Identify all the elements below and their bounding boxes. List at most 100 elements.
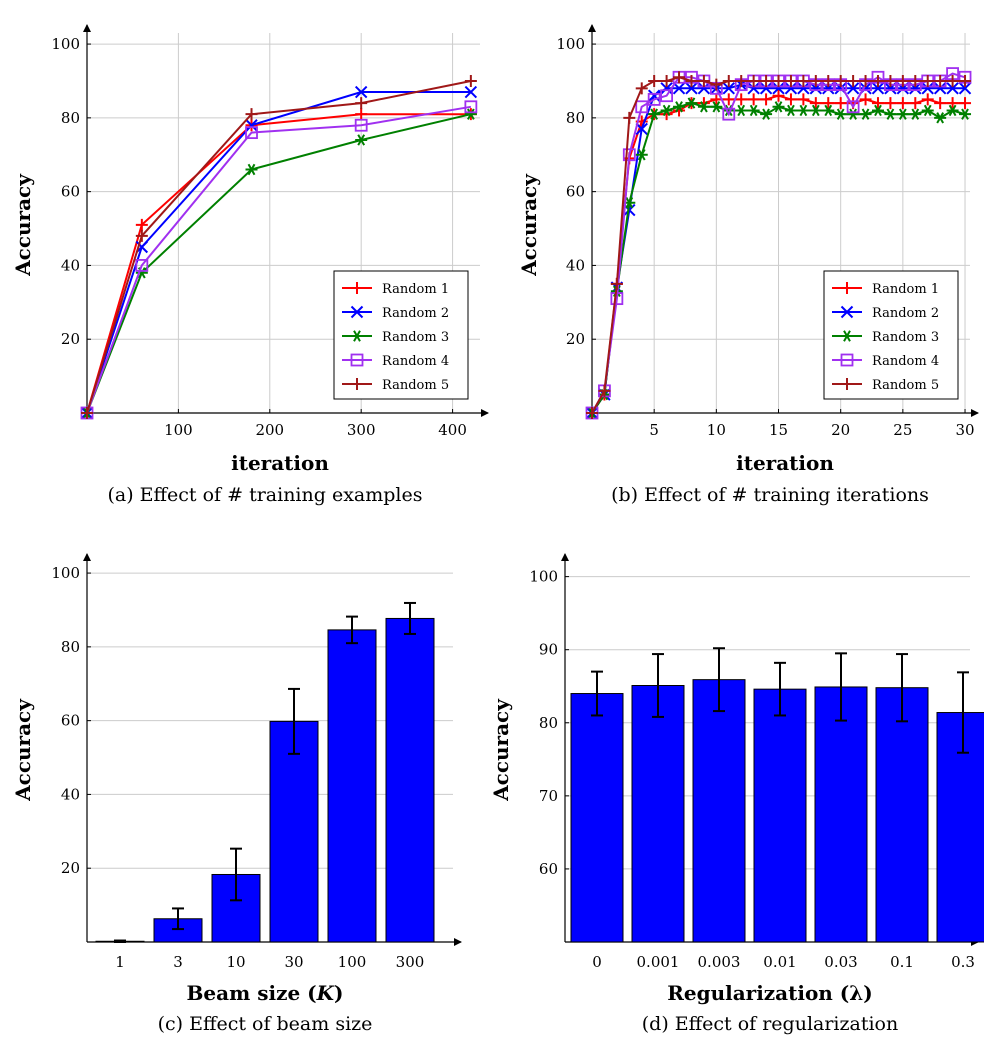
panel-b-series-3-point-27 — [921, 104, 934, 117]
panel-d-xtick-label-1: 0.001 — [637, 953, 680, 971]
panel-b-series-1-point-28 — [934, 97, 947, 110]
panel-b-series-5-point-0 — [586, 407, 598, 419]
panel-b-series-3-point-28 — [934, 112, 947, 124]
panel-a-series-5-point-2 — [245, 108, 258, 121]
panel-c-xtick-label-0: 1 — [115, 953, 125, 971]
ylabel-c: Accuracy — [11, 698, 35, 802]
panel-b-series-5-point-30 — [959, 74, 972, 87]
panel-d-bar-chart: 60 70 80 90 100 0 0.001 0.003 0.01 0.03 0.1 0.3 — [529, 553, 984, 971]
panel-b-series-5-point-15 — [772, 74, 785, 87]
panel-b-series-4-point-6 — [660, 89, 674, 103]
panel-b-series-3-point-19 — [822, 104, 835, 117]
panel-b-legend-marker-3 — [841, 330, 853, 342]
panel-b-series-2-point-30 — [958, 82, 972, 95]
panel-d-bar-1 — [631, 685, 685, 943]
panel-d-xtick-label-3: 0.01 — [763, 953, 796, 971]
panel-c-ytick-label-2: 60 — [61, 712, 80, 730]
panel-b-series-5-point-20 — [834, 74, 847, 87]
panel-d-ytick-label-2: 80 — [539, 714, 558, 732]
panel-b-line-chart: 5 10 15 20 25 30 20 40 60 80 100 Random 1 Random 2 Ra… — [556, 24, 979, 439]
panel-b-xtick-label-5: 30 — [955, 421, 974, 439]
panel-b-series-4-point-21 — [846, 100, 860, 114]
panel-b-series-3-point-20 — [834, 108, 847, 120]
panel-b-series-3-point-15 — [772, 101, 785, 113]
panel-b-series-3-point-12 — [735, 104, 748, 117]
panel-c-ytick-label-4: 100 — [51, 564, 80, 582]
panel-b-series-3-point-7 — [673, 101, 686, 113]
panel-b-xtick-label-3: 20 — [831, 421, 850, 439]
panel-b-series-2-point-14 — [759, 82, 773, 95]
caption-a: (a) Effect of # training examples — [107, 484, 422, 506]
panel-b-series-5-point-23 — [871, 74, 884, 87]
panel-b-series-2-point-13 — [747, 82, 760, 95]
panel-b-series-5-point-13 — [747, 74, 760, 87]
panel-b-series-5-point-27 — [921, 74, 934, 87]
panel-b-series-1-point-29 — [946, 97, 959, 110]
caption-b: (b) Effect of # training iterations — [611, 484, 929, 506]
panel-a-xtick-label-2: 300 — [347, 421, 376, 439]
panel-b-legend-marker-1 — [841, 282, 853, 294]
panel-a-series-4-line — [86, 105, 472, 414]
panel-a-legend-label-3: Random 3 — [382, 330, 449, 345]
xlabel-d-prefix: Regularization ( — [667, 981, 849, 1005]
panel-b-series-2-point-7 — [672, 82, 686, 95]
panel-b-series-1-point-22 — [859, 93, 872, 106]
panel-a-ytick-label-1: 40 — [61, 256, 80, 274]
panel-b-series-4-point-5 — [647, 93, 661, 106]
panel-b-series-2-point-17 — [797, 82, 810, 95]
panel-b-series-5-point-9 — [697, 74, 710, 87]
panel-b-series-3-point-18 — [809, 104, 822, 117]
panel-a-series-4-point-2 — [245, 126, 258, 140]
panel-a-xtick-label-1: 200 — [255, 421, 284, 439]
panel-b-series-1-point-16 — [784, 93, 797, 106]
panel-b-series-5-point-26 — [909, 74, 922, 87]
panel-a-series-2-point-2 — [245, 119, 258, 132]
panel-b-series-3-point-29 — [946, 104, 959, 117]
panel-a-series-1-point-3 — [355, 108, 368, 121]
panel-d-bar-3 — [753, 688, 807, 943]
panel-b-series-5-point-1 — [598, 384, 611, 397]
panel-a-legend-label-4: Random 4 — [382, 354, 449, 369]
panel-a-legend-label-2: Random 2 — [382, 306, 449, 321]
panel-a-legend-marker-5 — [351, 378, 363, 390]
panel-b-ytick-label-2: 60 — [566, 183, 585, 201]
xlabel-c-prefix: Beam size ( — [187, 981, 317, 1005]
panel-a-xtick-label-3: 400 — [438, 421, 467, 439]
panel-a-series-1-point-1 — [135, 218, 148, 231]
xlabel-c: Beam size (K) — [187, 981, 344, 1005]
panel-d-ytick-label-3: 90 — [539, 641, 558, 659]
panel-b-series-5-point-19 — [822, 74, 835, 87]
panel-c-ytick-label-0: 20 — [61, 859, 80, 877]
panel-a-legend-label-1: Random 1 — [382, 282, 449, 297]
panel-b-series-5-point-29 — [946, 74, 959, 87]
panel-b-series-1-point-12 — [735, 93, 748, 106]
panel-b-series-1-point-14 — [760, 93, 773, 106]
panel-b-series-1-point-30 — [959, 97, 972, 110]
ylabel-b: Accuracy — [517, 173, 541, 277]
panel-b-series-4-point-11 — [722, 107, 736, 121]
panel-b-series-2-point-29 — [946, 82, 959, 95]
panel-b-series-3-point-30 — [959, 108, 972, 120]
panel-a-legend-marker-3 — [351, 330, 363, 342]
panel-d-xtick-label-0: 0 — [592, 953, 602, 971]
panel-b-series-2-point-9 — [697, 82, 711, 95]
panel-b-legend-marker-2 — [840, 305, 854, 319]
xlabel-a: iteration — [231, 451, 329, 475]
panel-b-series-5-point-22 — [859, 74, 872, 87]
panel-a-series-4-point-3 — [354, 118, 368, 132]
panel-b-series-1-point-24 — [884, 97, 897, 110]
panel-a-series-3-point-2 — [245, 163, 258, 176]
panel-d-xtick-label-4: 0.03 — [824, 953, 857, 971]
panel-b-series-5-point-6 — [660, 74, 673, 87]
panel-d-xtick-label-2: 0.003 — [698, 953, 741, 971]
panel-c-xtick-label-2: 10 — [226, 953, 245, 971]
panel-c-xtick-label-5: 300 — [396, 953, 425, 971]
xlabel-d-var: λ — [849, 981, 863, 1005]
panel-d-ytick-label-0: 60 — [539, 860, 558, 878]
panel-b-xtick-label-1: 10 — [707, 421, 726, 439]
panel-a-ytick-label-0: 20 — [61, 330, 80, 348]
panel-b-series-3-point-13 — [747, 104, 760, 117]
xlabel-c-var: K — [316, 981, 336, 1005]
xlabel-d-suffix: ) — [863, 981, 872, 1005]
panel-b-series-3-point-8 — [685, 97, 698, 109]
